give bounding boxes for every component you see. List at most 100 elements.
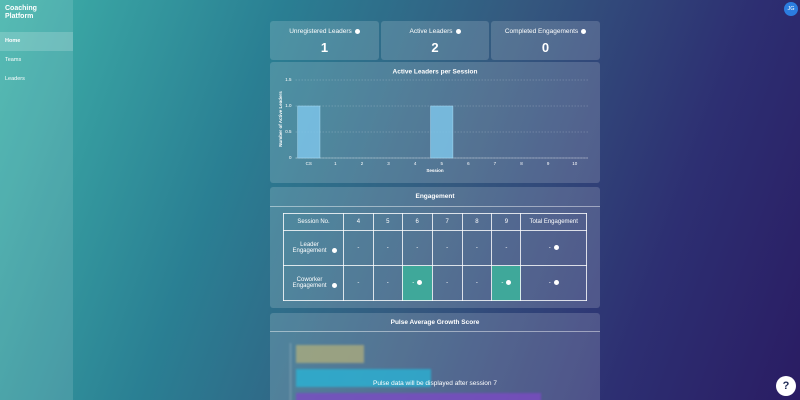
- stat-value: 2: [431, 40, 439, 55]
- table-row: Leader Engagement - - - - - - -: [282, 230, 587, 266]
- engagement-title: Engagement: [415, 193, 455, 200]
- x-tick-label: 5: [440, 161, 443, 166]
- menu-item[interactable]: Leaders: [5, 76, 25, 82]
- x-tick-label: 7: [494, 161, 497, 166]
- cell-text: -: [446, 245, 449, 251]
- table-row: Coworker Engagement - - - - - - -: [282, 265, 587, 301]
- table-cell: -: [520, 265, 587, 301]
- chart: Active Leaders per Session Session Numbe…: [278, 69, 588, 173]
- cell-text: -: [412, 280, 415, 287]
- placeholder-bar: [296, 393, 541, 400]
- row-label: Leader Engagement: [282, 230, 345, 266]
- cell-text: -: [505, 245, 508, 251]
- table-cell: -: [461, 265, 493, 301]
- engagement-panel: Engagement Session No. 4 5 6 7 8 9 Total Engage…: [270, 187, 600, 308]
- chart-title: Active Leaders per Session: [393, 69, 478, 76]
- cell-text: -: [357, 245, 360, 251]
- table-cell: -: [520, 230, 587, 266]
- stat-value: 0: [541, 40, 550, 55]
- x-tick-label: 8: [520, 161, 523, 166]
- table-cell: -: [372, 265, 403, 301]
- chart-panel: Active Leaders per Session Session Numbe…: [270, 62, 600, 183]
- cell-text: -: [475, 245, 478, 251]
- header-cell: 9: [491, 213, 522, 231]
- info-icon: [455, 28, 461, 34]
- cell-text: -: [548, 280, 551, 287]
- pulse-panel: Pulse Average Growth Score Pulse data wi…: [270, 313, 600, 400]
- x-tick-label: CS: [306, 161, 312, 166]
- x-tick-label: 3: [387, 161, 390, 166]
- cell-text: Leader Engagement: [292, 242, 327, 254]
- stat-label: Unregistered Leaders: [270, 28, 379, 35]
- row-label: Coworker Engagement: [282, 265, 345, 301]
- info-icon: [581, 28, 587, 34]
- stat-label: Active Leaders: [381, 28, 489, 35]
- pulse-title: Pulse Average Growth Score: [390, 319, 480, 326]
- header-cell: 5: [372, 213, 403, 231]
- stat-card: Active Leaders 2: [381, 21, 489, 60]
- table-row: Session No. 4 5 6 7 8 9 Total Engagement: [282, 213, 587, 231]
- table-cell: -: [372, 230, 403, 266]
- cell-text: -: [357, 280, 360, 286]
- stat-card: Completed Engagements 0: [491, 21, 600, 60]
- table-cell: -: [431, 230, 463, 266]
- table-cell: -: [461, 230, 493, 266]
- info-icon: [354, 28, 360, 34]
- cell-text: Coworker Engagement: [292, 277, 327, 289]
- info-icon: [553, 244, 559, 250]
- stat-value: 1: [320, 40, 329, 55]
- placeholder-bar: [296, 345, 364, 363]
- pulse-message: Pulse data will be displayed after sessi…: [373, 380, 497, 387]
- info-icon: [553, 279, 559, 285]
- menu-item[interactable]: Teams: [5, 57, 22, 63]
- cell-text: -: [446, 280, 449, 286]
- y-tick-label: 1.5: [285, 77, 292, 82]
- info-icon: [331, 282, 337, 288]
- header-cell: 6: [401, 213, 433, 231]
- cell-text: -: [386, 245, 389, 251]
- divider: [270, 331, 600, 332]
- header-cell: 7: [431, 213, 463, 231]
- user-avatar[interactable]: JG: [784, 2, 798, 16]
- table-cell: -: [431, 265, 463, 301]
- header-cell: Total Engagement: [520, 213, 587, 231]
- x-tick-label: 6: [467, 161, 470, 166]
- x-tick-label: 4: [414, 161, 417, 166]
- info-icon: [417, 279, 423, 285]
- cell-text: -: [416, 245, 419, 251]
- x-axis-label: Session: [426, 168, 444, 173]
- table-cell: -: [491, 230, 522, 266]
- cell-text: -: [386, 280, 389, 286]
- x-tick-label: 9: [547, 161, 550, 166]
- stat-card: Unregistered Leaders 1: [270, 21, 379, 60]
- table-cell: -: [343, 265, 374, 301]
- cell-text: -: [548, 245, 551, 252]
- header-cell: 4: [343, 213, 374, 231]
- y-axis-label: Number of Active Leaders: [278, 91, 283, 147]
- y-tick-label: 1.0: [285, 103, 292, 108]
- sidebar: Coaching Platform Home Teams Leaders: [0, 0, 73, 400]
- header-cell: 8: [461, 213, 493, 231]
- table-cell: -: [343, 230, 374, 266]
- divider: [270, 206, 600, 207]
- table-cell: -: [401, 265, 433, 301]
- stat-label: Completed Engagements: [491, 28, 600, 35]
- cell-text: -: [475, 280, 478, 286]
- x-tick-label: 2: [361, 161, 364, 166]
- bar: [297, 105, 321, 159]
- placeholder-axis: [290, 343, 291, 400]
- header-cell: Session No.: [282, 213, 345, 231]
- y-tick-label: 0: [289, 155, 292, 160]
- y-tick-label: 0.5: [285, 129, 292, 134]
- bar: [430, 105, 454, 159]
- placeholder-bar: [296, 369, 431, 387]
- brand: Coaching Platform: [5, 5, 37, 20]
- help-button[interactable]: ?: [776, 376, 796, 396]
- engagement-table: Session No. 4 5 6 7 8 9 Total Engagement Leader …: [282, 213, 587, 301]
- cell-text: -: [501, 280, 504, 287]
- x-tick-label: 1: [334, 161, 337, 166]
- menu-item[interactable]: Home: [0, 32, 73, 51]
- table-cell: -: [401, 230, 433, 266]
- table-cell: -: [491, 265, 522, 301]
